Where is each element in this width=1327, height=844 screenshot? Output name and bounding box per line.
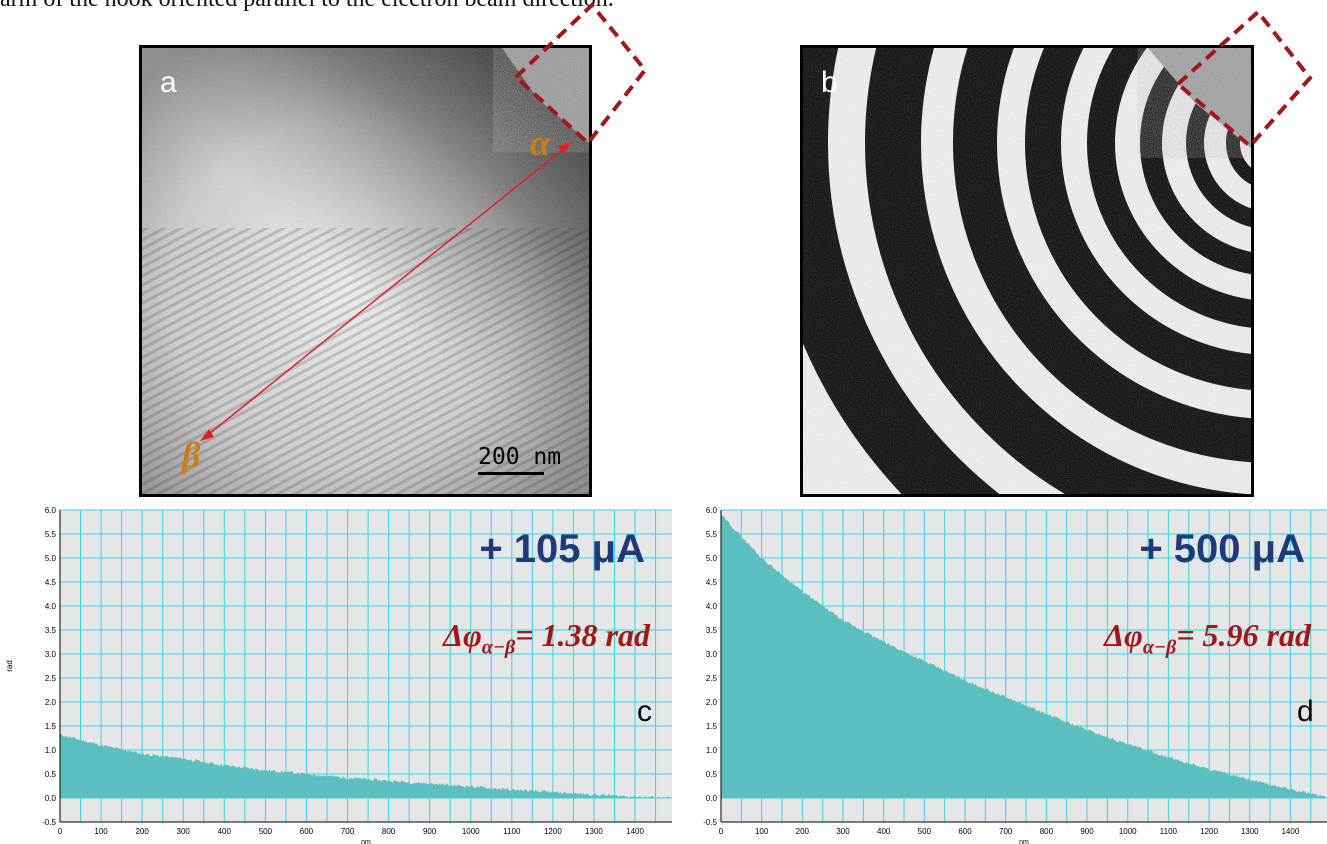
x-tick-label: 300: [836, 827, 850, 836]
y-tick-label: 2.0: [706, 698, 718, 707]
y-tick-label: 3.0: [45, 650, 57, 659]
figure-caption-fragment: arm of the hook oriented parallel to the…: [0, 0, 614, 13]
dashed-region-box-a: [513, 2, 648, 146]
x-tick-label: 200: [796, 827, 810, 836]
y-tick-label: 4.0: [706, 602, 718, 611]
x-tick-label: 300: [177, 827, 191, 836]
x-tick-label: 100: [755, 827, 769, 836]
y-tick-label: 5.0: [45, 554, 57, 563]
phase-profile-plot-c: -0.5 0.0 0.5 1.0 1.5 2.0 2.5 3.0 3.5 4.0 4.5 5.0 5.5…: [0, 505, 682, 844]
phase-profile-plot-d: -0.5 0.0 0.5 1.0 1.5 2.0 2.5 3.0 3.5 4.0 4.5 5.0 5.5…: [688, 505, 1327, 844]
x-tick-label: 500: [259, 827, 273, 836]
x-axis-label: nm: [1019, 839, 1029, 844]
x-tick-label: 0: [719, 827, 724, 836]
y-tick-label: 2.5: [45, 674, 57, 683]
x-tick-label: 1000: [462, 827, 480, 836]
x-tick-label: 1400: [626, 827, 644, 836]
tem-image-a: a α β 200 nm: [139, 45, 592, 497]
x-tick-label: 100: [94, 827, 108, 836]
marker-alpha: α: [530, 123, 550, 163]
y-tick-label: 5.5: [45, 530, 57, 539]
x-tick-label: 0: [58, 827, 63, 836]
y-tick-label: 2.0: [45, 698, 57, 707]
phase-area: [60, 733, 672, 798]
x-tick-label: 600: [300, 827, 314, 836]
y-tick-label: 0.0: [706, 794, 718, 803]
x-tick-label: 1400: [1281, 827, 1299, 836]
y-tick-label: 6.0: [706, 506, 718, 515]
x-axis-label: nm: [361, 839, 371, 844]
x-tick-label: 900: [1080, 827, 1094, 836]
y-tick-label: 1.0: [706, 746, 718, 755]
y-tick-label: 5.5: [706, 530, 718, 539]
y-tick-label: 5.0: [706, 554, 718, 563]
x-tick-label: 700: [341, 827, 355, 836]
current-annotation-d: + 500 μA: [1139, 527, 1305, 571]
y-tick-label: 4.0: [45, 602, 57, 611]
panel-label-b: b: [821, 66, 838, 99]
x-tick-label: 1300: [1241, 827, 1259, 836]
phase-sub-d: α−β: [1142, 636, 1177, 659]
y-axis-label: rad: [5, 660, 14, 672]
phase-prefix-c: Δφ: [443, 617, 482, 653]
panel-label-d: d: [1297, 695, 1314, 728]
x-tick-label: 200: [135, 827, 149, 836]
y-tick-label: 0.5: [706, 770, 718, 779]
y-tick-label: 3.5: [45, 626, 57, 635]
phase-value-c: = 1.38 rad: [515, 617, 650, 653]
panel-label-a: a: [160, 66, 177, 99]
x-tick-label: 900: [423, 827, 437, 836]
current-annotation-c: + 105 μA: [479, 527, 645, 571]
y-tick-label: 3.0: [706, 650, 718, 659]
x-tick-label: 1100: [503, 827, 521, 836]
x-tick-label: 700: [999, 827, 1013, 836]
x-tick-label: 800: [382, 827, 396, 836]
marker-beta: β: [182, 435, 201, 475]
y-tick-label: 1.0: [45, 746, 57, 755]
tem-image-b: b: [800, 45, 1254, 497]
y-tick-label: 4.5: [706, 578, 718, 587]
x-tick-label: 1200: [544, 827, 562, 836]
phase-annotation-c: Δφα−β= 1.38 rad: [443, 617, 650, 659]
x-tick-label: 1000: [1119, 827, 1137, 836]
y-tick-label: -0.5: [703, 818, 717, 827]
phase-annotation-d: Δφα−β= 5.96 rad: [1104, 617, 1311, 659]
phase-area: [721, 514, 1327, 798]
y-tick-label: 3.5: [706, 626, 718, 635]
y-tick-label: 2.5: [706, 674, 718, 683]
y-tick-label: 1.5: [45, 722, 57, 731]
x-tick-label: 600: [958, 827, 972, 836]
y-tick-label: 4.5: [45, 578, 57, 587]
panel-label-c: c: [637, 695, 652, 728]
x-tick-label: 400: [218, 827, 232, 836]
x-tick-label: 1100: [1160, 827, 1178, 836]
phase-value-d: = 5.96 rad: [1176, 617, 1311, 653]
y-tick-label: 0.5: [45, 770, 57, 779]
y-tick-label: 6.0: [45, 506, 57, 515]
phase-prefix-d: Δφ: [1104, 617, 1143, 653]
x-tick-label: 500: [918, 827, 932, 836]
x-tick-label: 400: [877, 827, 891, 836]
x-tick-label: 1300: [585, 827, 603, 836]
y-tick-label: -0.5: [42, 818, 56, 827]
x-tick-label: 800: [1040, 827, 1054, 836]
phase-sub-c: α−β: [481, 636, 516, 659]
y-tick-label: 0.0: [45, 794, 57, 803]
y-tick-label: 1.5: [706, 722, 718, 731]
x-tick-label: 1200: [1200, 827, 1218, 836]
dashed-region-box-b: [1174, 9, 1313, 149]
scalebar-label: 200 nm: [478, 444, 562, 470]
